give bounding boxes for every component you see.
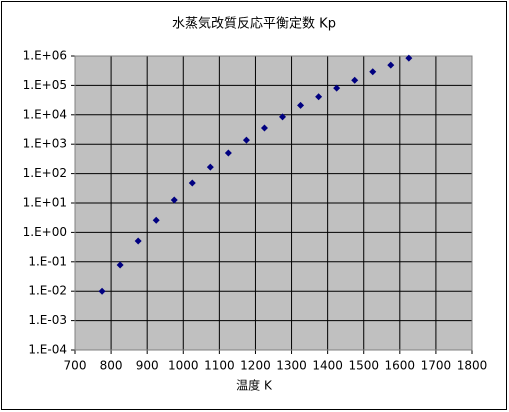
x-tick-label: 1100 [204,359,235,373]
data-point [333,84,341,92]
data-point [206,163,214,171]
data-point [224,149,232,157]
x-tick-label: 1700 [421,359,452,373]
chart-title: 水蒸気改質反応平衡定数 Kp [172,16,336,32]
y-tick-label: 1.E-03 [28,313,67,327]
x-tick-label: 1600 [385,359,416,373]
y-tick-label: 1.E-01 [28,254,67,268]
x-tick-label: 700 [64,359,87,373]
data-point [170,196,178,204]
data-point [279,113,287,121]
y-tick-label: 1.E+06 [23,49,67,63]
x-tick-label: 1300 [276,359,307,373]
data-point [351,76,359,84]
data-point [315,93,323,101]
y-tick-label: 1.E+00 [23,225,67,239]
x-tick-label: 1000 [168,359,199,373]
data-point [260,124,268,132]
data-point [297,101,305,109]
x-tick-label: 1400 [312,359,343,373]
data-point [188,179,196,187]
data-point [405,54,413,62]
data-point [369,68,377,76]
y-tick-label: 1.E+01 [23,196,67,210]
y-tick-label: 1.E+04 [23,107,67,121]
data-point [242,136,250,144]
y-tick-label: 1.E+02 [23,166,67,180]
x-axis-label: 温度 K [236,378,273,393]
data-point [152,216,160,224]
y-tick-label: 1.E+03 [23,137,67,151]
data-point [134,237,142,245]
plot-border [74,55,473,351]
y-tick-label: 1.E+05 [23,78,67,92]
x-tick-label: 900 [136,359,159,373]
data-point [387,61,395,69]
data-point [98,287,106,295]
y-tick-label: 1.E-04 [28,343,67,357]
x-tick-label: 1800 [457,359,488,373]
x-tick-label: 1200 [240,359,271,373]
x-tick-label: 800 [100,359,123,373]
y-tick-label: 1.E-02 [28,284,67,298]
x-tick-label: 1500 [348,359,379,373]
data-point [116,261,124,269]
